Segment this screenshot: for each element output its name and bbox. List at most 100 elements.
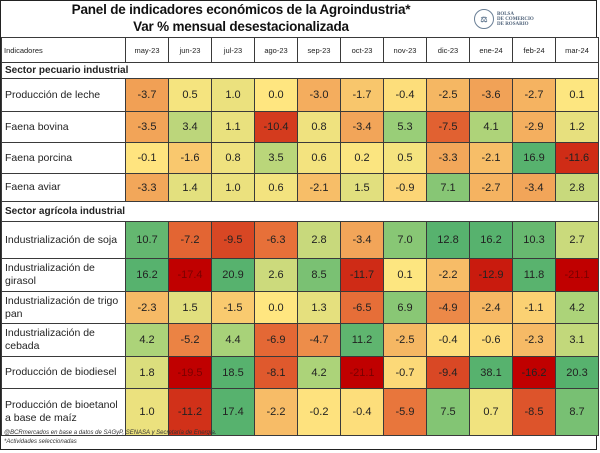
value-cell: -0.4 bbox=[340, 388, 384, 436]
value-cell: 20.9 bbox=[211, 258, 255, 292]
value-cell: 3.4 bbox=[168, 111, 212, 143]
value-cell: -8.5 bbox=[512, 388, 556, 436]
panel-title: Panel de indicadores económicos de la Ag… bbox=[71, 2, 411, 17]
value-cell: 16.9 bbox=[512, 142, 556, 174]
value-cell: -6.3 bbox=[254, 221, 298, 259]
value-cell: 7.0 bbox=[383, 221, 427, 259]
value-cell: -2.1 bbox=[469, 142, 513, 174]
bcr-seal-icon: ⚖ bbox=[474, 9, 494, 29]
indicator-label: Producción de bioetanol a base de maíz bbox=[1, 388, 126, 436]
header-month: ene-24 bbox=[469, 37, 513, 63]
source-note: @BCRmercados en base a datos de SAGyP, S… bbox=[4, 430, 217, 436]
logo-line: DE ROSARIO bbox=[497, 21, 529, 27]
table-row: Faena bovina -3.5 3.4 1.1 -10.4 0.8 -3.4 5.3 -7.… bbox=[1, 111, 599, 143]
value-cell: 4.2 bbox=[125, 323, 169, 357]
value-cell: 10.7 bbox=[125, 221, 169, 259]
value-cell: -1.6 bbox=[168, 142, 212, 174]
indicators-table: Indicadores may-23 jun-23 jul-23 ago-23 sep-… bbox=[1, 37, 599, 436]
value-cell: 4.2 bbox=[555, 291, 599, 324]
value-cell: -17.4 bbox=[168, 258, 212, 292]
value-cell: -2.7 bbox=[512, 78, 556, 112]
value-cell: 4.2 bbox=[297, 356, 341, 389]
value-cell: 0.0 bbox=[254, 291, 298, 324]
value-cell: -2.1 bbox=[297, 173, 341, 202]
value-cell: -0.4 bbox=[426, 323, 470, 357]
value-cell: -2.5 bbox=[426, 78, 470, 112]
value-cell: 11.8 bbox=[512, 258, 556, 292]
value-cell: 2.8 bbox=[555, 173, 599, 202]
table-row: Faena porcina -0.1 -1.6 0.8 3.5 0.6 0.2 0.5 -3.3… bbox=[1, 142, 599, 174]
value-cell: 0.0 bbox=[254, 78, 298, 112]
footer: @BCRmercados en base a datos de SAGyP, S… bbox=[4, 429, 217, 447]
header-month: oct-23 bbox=[340, 37, 384, 63]
value-cell: -4.9 bbox=[426, 291, 470, 324]
value-cell: 10.3 bbox=[512, 221, 556, 259]
value-cell: -21.1 bbox=[555, 258, 599, 292]
value-cell: 11.2 bbox=[340, 323, 384, 357]
value-cell: 8.7 bbox=[555, 388, 599, 436]
logo-text: BOLSA DE COMERCIO DE ROSARIO bbox=[497, 12, 534, 27]
value-cell: -7.2 bbox=[168, 221, 212, 259]
value-cell: 17.4 bbox=[211, 388, 255, 436]
value-cell: 1.1 bbox=[211, 111, 255, 143]
header-month: ago-23 bbox=[254, 37, 298, 63]
header-indicadores: Indicadores bbox=[1, 37, 126, 63]
value-cell: 1.2 bbox=[555, 111, 599, 143]
table-row: Industrialización de soja 10.7 -7.2 -9.5 -6.… bbox=[1, 221, 599, 259]
indicator-label: Faena bovina bbox=[1, 111, 126, 143]
table-row: Producción de biodiesel 1.8 -19.5 18.5 -8.1 4… bbox=[1, 356, 599, 389]
value-cell: 0.8 bbox=[297, 111, 341, 143]
value-cell: 20.3 bbox=[555, 356, 599, 389]
header-month: dic-23 bbox=[426, 37, 470, 63]
sector-row: Sector pecuario industrial bbox=[1, 62, 599, 79]
value-cell: -9.4 bbox=[426, 356, 470, 389]
value-cell: -3.5 bbox=[125, 111, 169, 143]
header-month: sep-23 bbox=[297, 37, 341, 63]
value-cell: 0.5 bbox=[383, 142, 427, 174]
indicator-label: Faena porcina bbox=[1, 142, 126, 174]
value-cell: -1.5 bbox=[211, 291, 255, 324]
value-cell: -2.3 bbox=[512, 323, 556, 357]
value-cell: 3.5 bbox=[254, 142, 298, 174]
value-cell: -0.1 bbox=[125, 142, 169, 174]
value-cell: 7.5 bbox=[426, 388, 470, 436]
value-cell: -3.4 bbox=[340, 111, 384, 143]
table-row: Producción de leche -3.7 0.5 1.0 0.0 -3.0 -1.7… bbox=[1, 78, 599, 112]
panel-subtitle: Var % mensual desestacionalizada bbox=[133, 19, 349, 34]
value-cell: 3.1 bbox=[555, 323, 599, 357]
value-cell: 1.0 bbox=[125, 388, 169, 436]
value-cell: -7.5 bbox=[426, 111, 470, 143]
value-cell: -2.9 bbox=[512, 111, 556, 143]
value-cell: 0.8 bbox=[211, 142, 255, 174]
bcr-logo: ⚖ BOLSA DE COMERCIO DE ROSARIO bbox=[474, 9, 534, 29]
value-cell: 1.4 bbox=[168, 173, 212, 202]
value-cell: -10.4 bbox=[254, 111, 298, 143]
indicator-label: Industrialización de cebada bbox=[1, 323, 126, 357]
value-cell: -0.4 bbox=[383, 78, 427, 112]
value-cell: -6.9 bbox=[254, 323, 298, 357]
title-area: Panel de indicadores económicos de la Ag… bbox=[1, 1, 598, 37]
value-cell: -16.2 bbox=[512, 356, 556, 389]
value-cell: -2.2 bbox=[426, 258, 470, 292]
value-cell: -3.0 bbox=[297, 78, 341, 112]
value-cell: 1.8 bbox=[125, 356, 169, 389]
value-cell: 38.1 bbox=[469, 356, 513, 389]
value-cell: 0.6 bbox=[297, 142, 341, 174]
value-cell: -4.7 bbox=[297, 323, 341, 357]
value-cell: 4.4 bbox=[211, 323, 255, 357]
value-cell: 1.5 bbox=[340, 173, 384, 202]
table-row: Industrialización de trigo pan -2.3 1.5 -1.… bbox=[1, 291, 599, 324]
value-cell: -3.7 bbox=[125, 78, 169, 112]
value-cell: -2.3 bbox=[125, 291, 169, 324]
value-cell: -0.7 bbox=[383, 356, 427, 389]
value-cell: 2.7 bbox=[555, 221, 599, 259]
value-cell: -3.3 bbox=[125, 173, 169, 202]
value-cell: 0.5 bbox=[168, 78, 212, 112]
value-cell: 5.3 bbox=[383, 111, 427, 143]
value-cell: -2.7 bbox=[469, 173, 513, 202]
header-month: jun-23 bbox=[168, 37, 212, 63]
value-cell: -11.7 bbox=[340, 258, 384, 292]
value-cell: -3.6 bbox=[469, 78, 513, 112]
value-cell: 12.8 bbox=[426, 221, 470, 259]
